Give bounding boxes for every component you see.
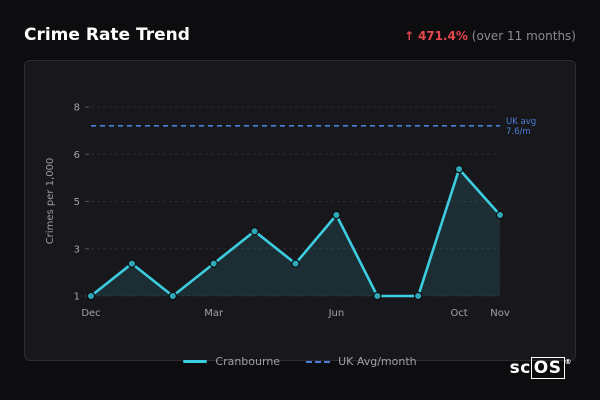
legend-label: UK Avg/month: [338, 355, 417, 368]
data-point[interactable]: [454, 164, 464, 174]
svg-text:Mar: Mar: [204, 308, 224, 319]
uk-avg-annotation-1: UK avg: [506, 117, 536, 127]
data-point[interactable]: [86, 291, 96, 301]
y-axis-ticks: 1 3 5 6 8: [74, 103, 89, 303]
legend-item-cranbourne[interactable]: Cranbourne: [183, 355, 280, 368]
svg-text:1: 1: [74, 292, 80, 303]
change-value: 471.4%: [417, 29, 468, 43]
svg-text:3: 3: [74, 244, 80, 255]
data-points: [86, 164, 505, 301]
svg-text:5: 5: [74, 197, 80, 208]
legend: Cranbourne UK Avg/month: [0, 355, 600, 368]
data-point[interactable]: [127, 259, 137, 268]
legend-swatch-solid: [183, 360, 208, 363]
data-point[interactable]: [332, 210, 341, 220]
svg-text:Jun: Jun: [328, 308, 345, 319]
grid-lines: [91, 106, 500, 297]
data-point[interactable]: [495, 210, 505, 220]
data-point[interactable]: [414, 291, 423, 301]
y-axis-label: Crimes per 1,000: [45, 158, 56, 245]
change-indicator: ↑ 471.4% (over 11 months): [404, 29, 576, 43]
chart-card: [24, 60, 576, 361]
arrow-up-icon: ↑: [404, 29, 415, 43]
series-area: [91, 169, 500, 296]
data-point[interactable]: [291, 259, 300, 268]
chart-title: Crime Rate Trend: [24, 25, 190, 45]
svg-text:Dec: Dec: [81, 308, 100, 319]
data-point[interactable]: [209, 259, 218, 268]
data-point[interactable]: [168, 291, 177, 301]
data-point[interactable]: [373, 291, 382, 301]
data-point[interactable]: [250, 226, 259, 236]
svg-text:Nov: Nov: [490, 308, 510, 319]
change-period: (over 11 months): [471, 29, 576, 43]
legend-label: Cranbourne: [215, 355, 281, 368]
svg-text:6: 6: [74, 150, 80, 161]
legend-swatch-dashed: [306, 360, 331, 363]
legend-item-uk-avg[interactable]: UK Avg/month: [306, 355, 417, 368]
uk-avg-annotation-2: 7.6/m: [506, 127, 531, 137]
svg-text:8: 8: [74, 103, 80, 114]
x-axis-ticks: Dec Mar Jun Oct Nov: [81, 308, 510, 319]
svg-text:Oct: Oct: [450, 308, 467, 319]
logo: sc OS ®: [509, 357, 572, 379]
